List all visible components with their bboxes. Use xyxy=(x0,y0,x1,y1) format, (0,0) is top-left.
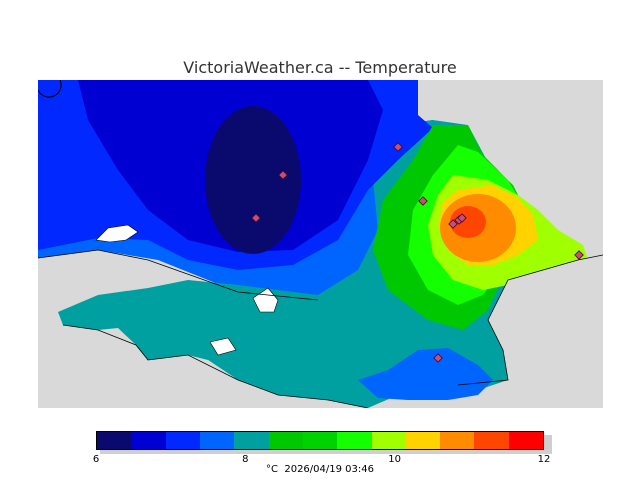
legend-tick-label: 8 xyxy=(242,454,249,465)
timestamp: 2026/04/19 03:46 xyxy=(284,464,374,475)
legend-swatch xyxy=(508,432,544,449)
station-marker[interactable] xyxy=(433,353,443,363)
station-marker[interactable] xyxy=(393,142,403,152)
legend-swatch xyxy=(268,432,303,449)
station-marker[interactable] xyxy=(457,213,467,223)
temperature-legend xyxy=(96,431,544,450)
temperature-map[interactable] xyxy=(38,80,603,408)
station-marker[interactable] xyxy=(251,213,261,223)
legend-swatch xyxy=(337,432,372,449)
legend-swatch xyxy=(440,432,475,449)
legend-swatch xyxy=(474,432,509,449)
legend-swatch xyxy=(97,432,132,449)
station-marker[interactable] xyxy=(278,170,288,180)
station-marker[interactable] xyxy=(418,196,428,206)
contour-11-5 xyxy=(450,206,486,238)
corner-marker xyxy=(38,80,62,98)
legend-swatch xyxy=(131,432,166,449)
legend-swatch xyxy=(405,432,441,449)
legend-swatch xyxy=(234,432,269,449)
map-title: VictoriaWeather.ca -- Temperature xyxy=(183,58,457,77)
legend-swatch xyxy=(302,432,338,449)
land-south xyxy=(38,325,328,408)
legend-tick-label: 10 xyxy=(388,454,402,465)
land-north-east xyxy=(418,80,603,245)
island-3 xyxy=(209,337,237,356)
unit-label: °C xyxy=(266,464,278,475)
station-marker[interactable] xyxy=(448,219,458,229)
legend-swatch xyxy=(165,432,200,449)
coastline xyxy=(38,249,603,408)
legend-swatch xyxy=(199,432,235,449)
island-1 xyxy=(95,224,139,243)
stations xyxy=(251,142,584,363)
station-marker[interactable] xyxy=(574,250,584,260)
contour-bay xyxy=(358,348,493,400)
map-svg xyxy=(38,80,603,408)
legend-tick-label: 12 xyxy=(537,454,551,465)
legend-tick-label: 6 xyxy=(92,454,100,465)
legend-swatch xyxy=(371,432,406,449)
footer: °C 2026/04/19 03:46 xyxy=(0,464,640,475)
land-east xyxy=(478,255,603,408)
contour-6 xyxy=(205,106,301,254)
